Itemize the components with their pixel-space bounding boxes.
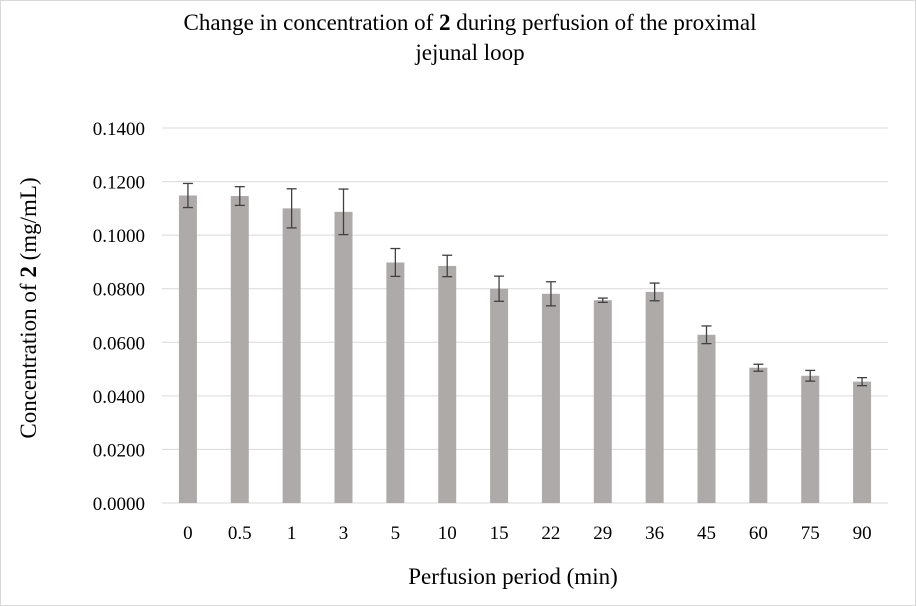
gridlines	[162, 127, 888, 504]
chart-title-part2: during perfusion of the proximal	[450, 10, 757, 35]
bar	[541, 293, 560, 503]
y-axis-label-part2: (mg/mL)	[16, 177, 41, 266]
x-tick-label: 0.5	[228, 523, 252, 544]
bar	[749, 367, 768, 503]
bar	[386, 262, 405, 503]
x-tick-label: 36	[645, 523, 664, 544]
y-tick-labels: 0.0000 0.0200 0.0400 0.0600 0.0800 0.1000 0.12…	[93, 119, 145, 515]
x-tick-label: 29	[593, 523, 612, 544]
y-tick-label: 0.1000	[93, 226, 145, 247]
chart-title-line1: Change in concentration of 2 during perf…	[80, 8, 860, 38]
bar	[438, 265, 457, 503]
bar	[801, 375, 820, 503]
x-tick-label: 0	[183, 523, 193, 544]
x-tick-label: 3	[339, 523, 349, 544]
y-tick-label: 0.0000	[93, 494, 145, 515]
y-tick-label: 0.0600	[93, 333, 145, 354]
chart-title: Change in concentration of 2 during perf…	[80, 8, 860, 68]
x-tick-label: 22	[541, 523, 560, 544]
y-axis-label-part1: Concentration of	[16, 278, 41, 439]
y-tick-label: 0.1200	[93, 173, 145, 194]
bar	[282, 208, 301, 503]
x-axis-label: Perfusion period (min)	[408, 564, 618, 589]
x-tick-label: 10	[438, 523, 457, 544]
x-tick-labels: 0 0.5 1 3 5 10 15 22 29 36 45 60 75 90	[183, 523, 871, 544]
x-tick-label: 90	[853, 523, 872, 544]
x-tick-label: 15	[490, 523, 509, 544]
y-tick-label: 0.0800	[93, 280, 145, 301]
x-tick-label: 75	[801, 523, 820, 544]
chart-title-line2: jejunal loop	[415, 40, 525, 65]
x-tick-label: 5	[391, 523, 401, 544]
y-axis-label-compound: 2	[16, 266, 41, 278]
bar	[490, 288, 509, 503]
x-tick-label: 45	[697, 523, 716, 544]
y-tick-label: 0.1400	[93, 119, 145, 140]
error-bars	[182, 182, 868, 387]
chart-title-part1: Change in concentration of	[183, 10, 439, 35]
bar	[230, 196, 249, 504]
bar	[593, 300, 612, 503]
bar	[853, 381, 872, 503]
y-tick-label: 0.0400	[93, 387, 145, 408]
x-tick-label: 1	[287, 523, 297, 544]
bar	[697, 334, 716, 503]
bar	[178, 195, 197, 503]
y-tick-label: 0.0200	[93, 440, 145, 461]
x-tick-label: 60	[749, 523, 768, 544]
y-axis-label: Concentration of 2 (mg/mL)	[16, 177, 41, 438]
chart-title-compound: 2	[439, 10, 451, 35]
bar	[334, 211, 353, 503]
bars	[178, 195, 872, 504]
bar	[645, 291, 664, 503]
